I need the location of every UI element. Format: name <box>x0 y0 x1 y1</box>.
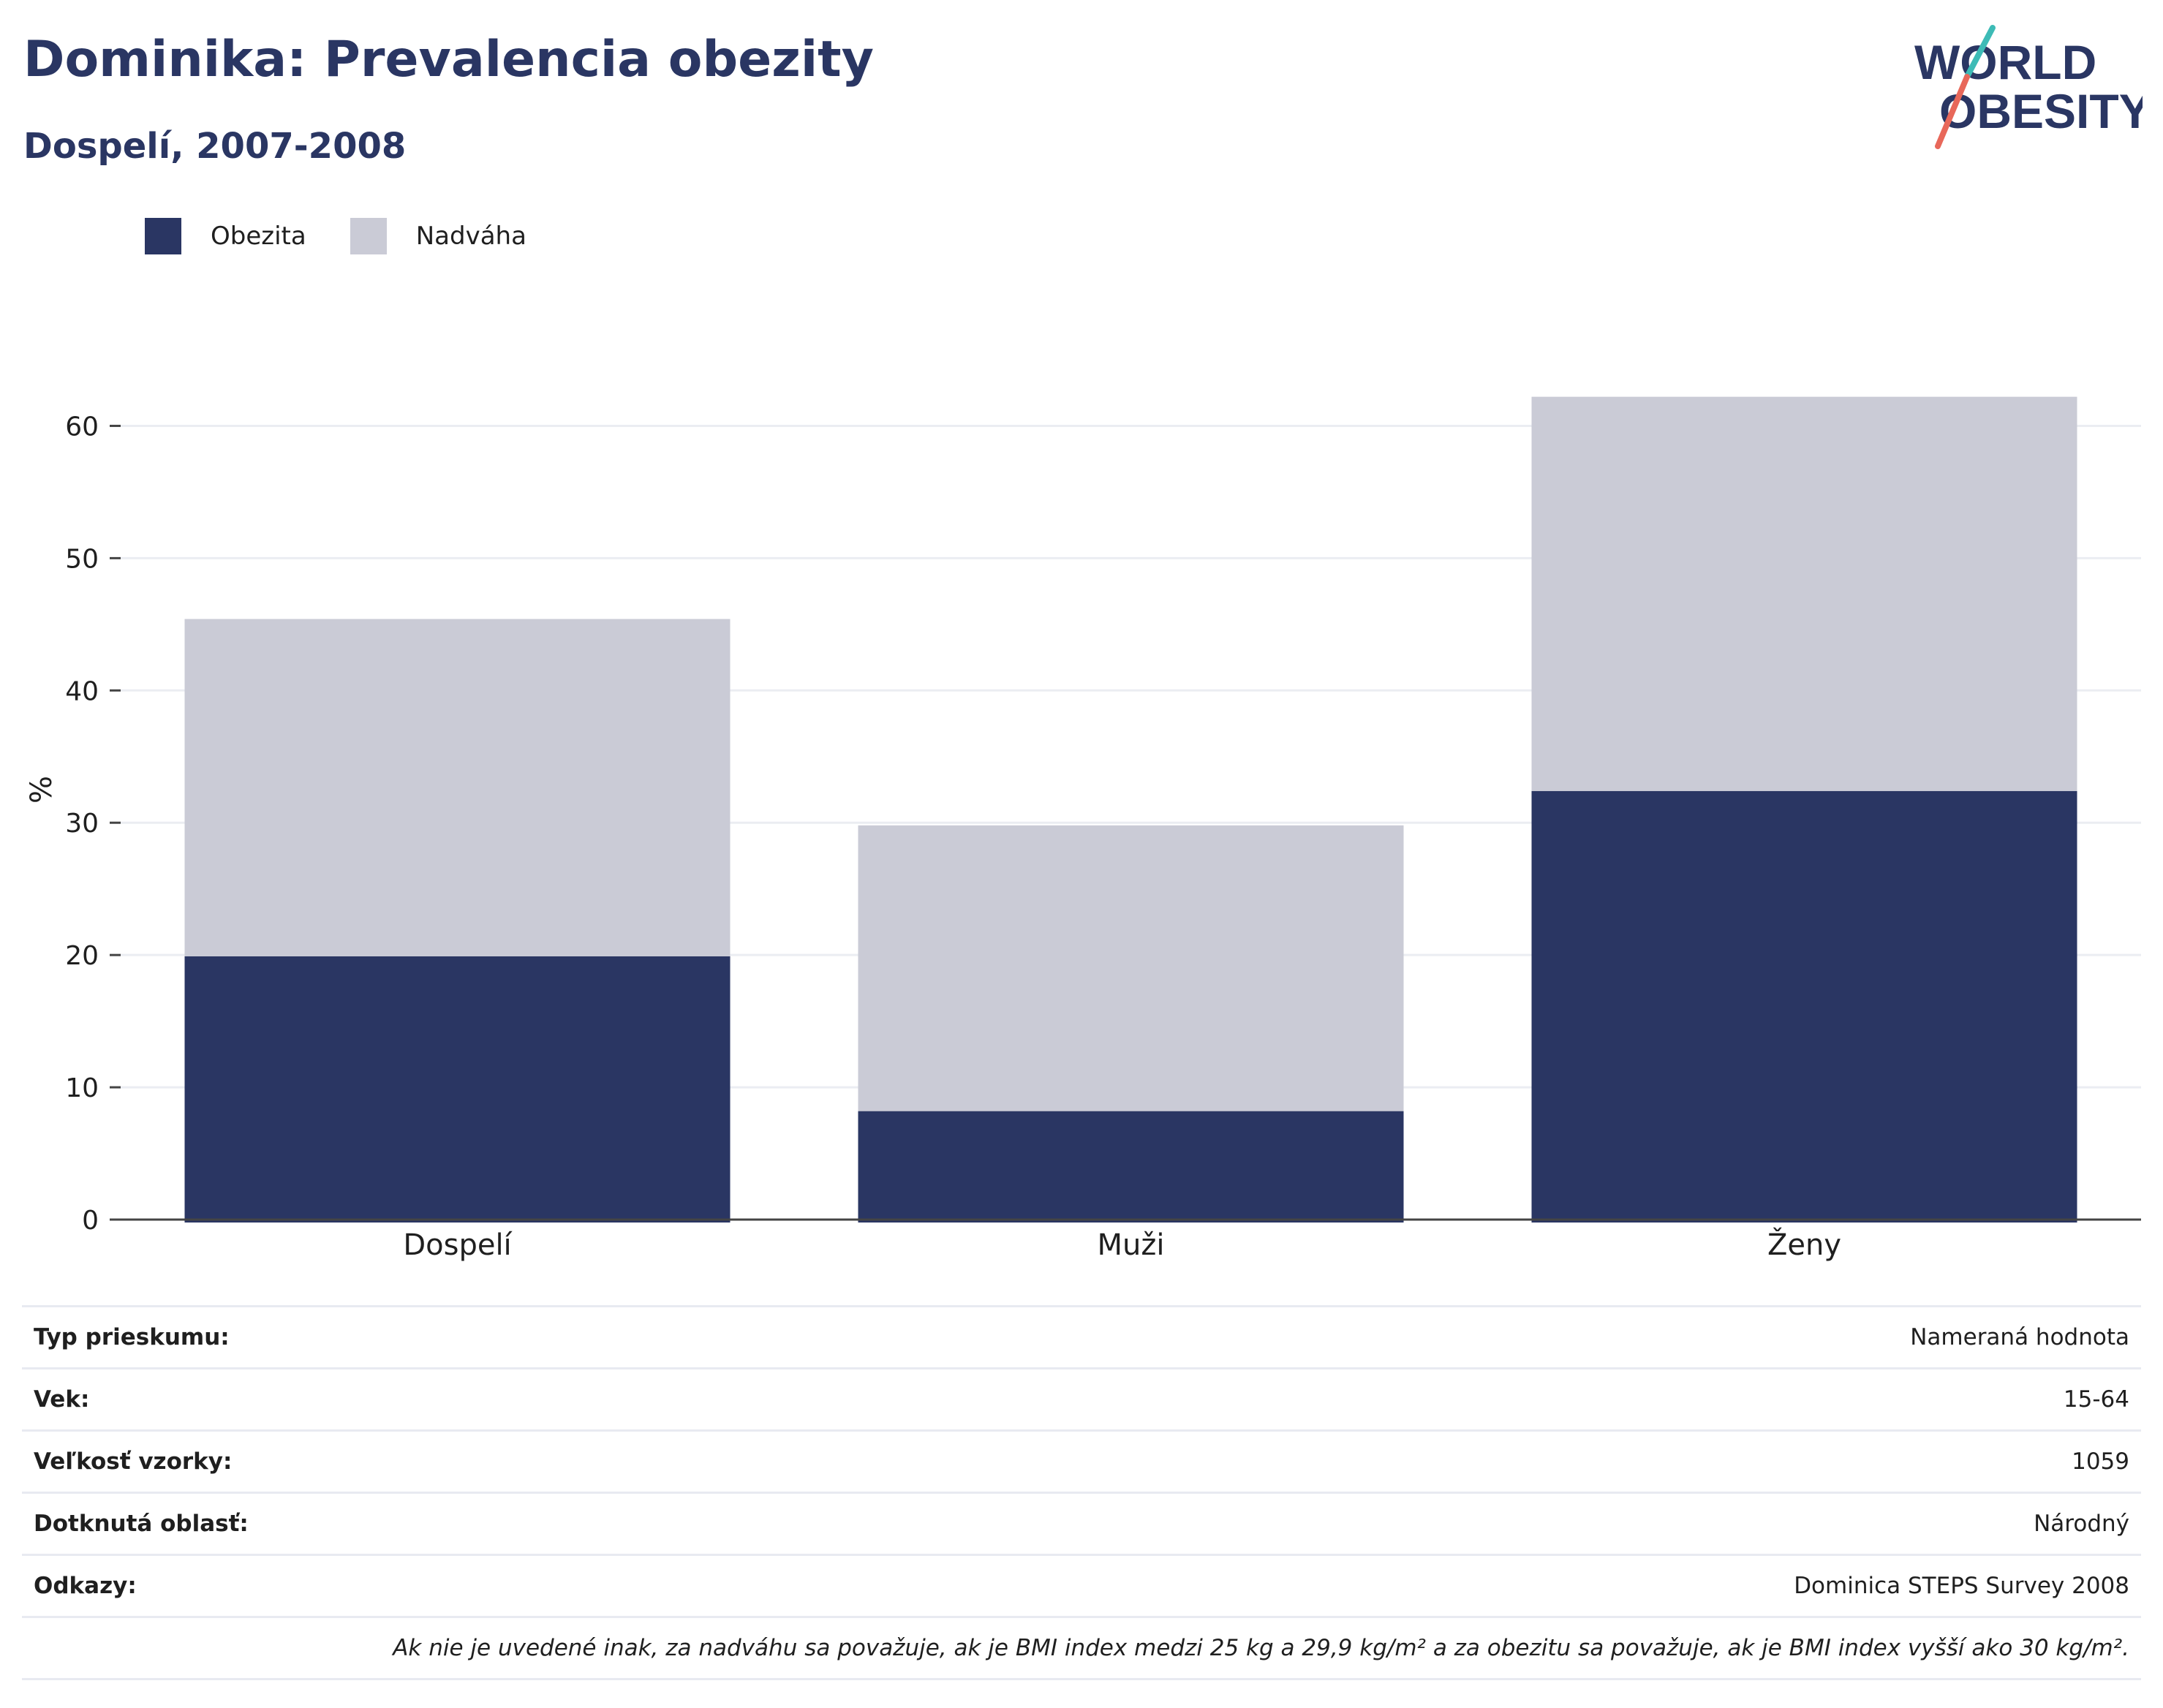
y-tick-label: 40 <box>65 676 99 706</box>
y-tick-label: 50 <box>65 544 99 574</box>
info-label: Veľkosť vzorky: <box>34 1448 233 1475</box>
y-tick-label: 0 <box>82 1206 99 1236</box>
logo-line2: OBESITY <box>1939 84 2143 138</box>
bar-obezita-2 <box>1531 790 2077 1223</box>
legend-label-nadvaha: Nadváha <box>415 222 526 251</box>
legend-swatch-nadvaha <box>350 218 387 254</box>
info-row-sample-size: Veľkosť vzorky: 1059 <box>22 1429 2141 1492</box>
x-tick-label: Muži <box>1098 1228 1165 1262</box>
chart-legend: Obezita Nadváha <box>145 218 570 254</box>
y-axis-label: % <box>25 776 58 804</box>
y-tick-label: 60 <box>65 412 99 442</box>
bar-nadvaha-2 <box>1531 396 2077 791</box>
info-row-references: Odkazy: Dominica STEPS Survey 2008 <box>22 1554 2141 1616</box>
info-row-area: Dotknutá oblasť: Národný <box>22 1492 2141 1554</box>
info-label: Vek: <box>34 1386 90 1413</box>
y-tick-label: 30 <box>65 809 99 839</box>
info-table: Typ prieskumu: Nameraná hodnota Vek: 15-… <box>22 1305 2141 1680</box>
legend-swatch-obezita <box>145 218 181 254</box>
info-label: Dotknutá oblasť: <box>34 1511 249 1537</box>
bar-obezita-1 <box>858 1111 1404 1223</box>
page-subtitle: Dospelí, 2007-2008 <box>23 126 407 167</box>
x-tick-label: Ženy <box>1767 1227 1841 1262</box>
info-value: Dominica STEPS Survey 2008 <box>1794 1573 2129 1599</box>
x-tick-label: Dospelí <box>403 1228 513 1262</box>
bar-nadvaha-0 <box>184 619 731 956</box>
info-value: 15-64 <box>2063 1386 2129 1413</box>
info-label: Typ prieskumu: <box>34 1324 230 1350</box>
bar-nadvaha-1 <box>858 825 1404 1111</box>
logo-line1: WORLD <box>1914 35 2096 89</box>
info-value: 1059 <box>2072 1448 2129 1475</box>
bar-obezita-0 <box>184 956 731 1223</box>
bar-chart: 0 10 20 30 40 50 60% Dospelí Muži Ženy <box>25 396 2141 1262</box>
y-tick-label: 10 <box>65 1073 99 1103</box>
info-row-survey-type: Typ prieskumu: Nameraná hodnota <box>22 1305 2141 1367</box>
info-value: Národný <box>2034 1511 2129 1537</box>
legend-item-nadvaha[interactable]: Nadváha <box>350 218 526 254</box>
legend-item-obezita[interactable]: Obezita <box>145 218 306 254</box>
info-row-age: Vek: 15-64 <box>22 1367 2141 1429</box>
y-tick-label: 20 <box>65 941 99 971</box>
info-value: Nameraná hodnota <box>1910 1324 2129 1350</box>
info-note: Ak nie je uvedené inak, za nadváhu sa po… <box>22 1616 2141 1680</box>
page-title: Dominika: Prevalencia obezity <box>23 31 874 88</box>
legend-label-obezita: Obezita <box>211 222 306 251</box>
info-label: Odkazy: <box>34 1573 137 1599</box>
world-obesity-logo: WORLD OBESITY <box>1914 25 2143 149</box>
